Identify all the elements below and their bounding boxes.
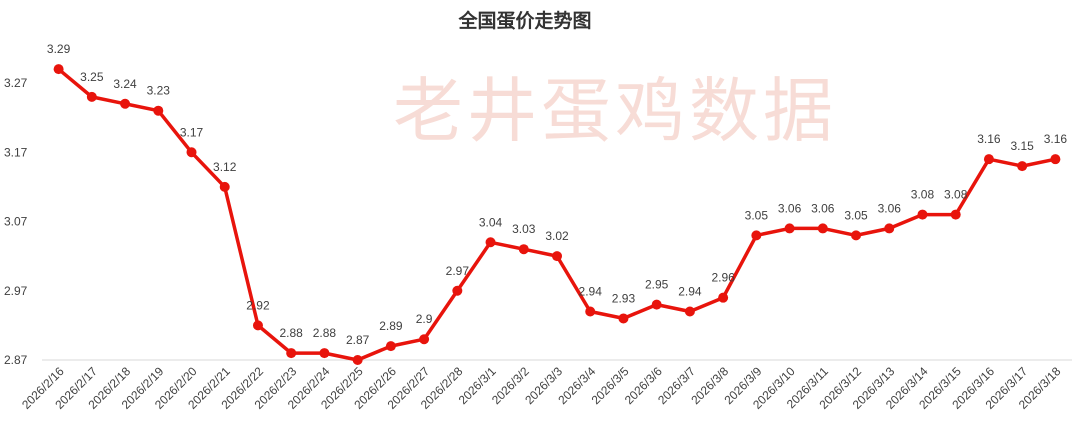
value-label: 2.97 [446,264,470,278]
value-label: 2.88 [313,326,337,340]
value-label: 3.06 [778,201,802,215]
value-label: 3.25 [80,70,104,84]
point [286,348,297,359]
point [585,306,596,317]
point [53,64,64,75]
value-label: 2.88 [280,326,304,340]
point [851,230,862,241]
value-label: 3.17 [180,125,204,139]
point [86,91,97,102]
point [352,355,363,365]
point [651,299,662,310]
point [684,306,695,317]
value-label: 3.16 [977,132,1001,146]
value-label: 3.16 [1044,132,1068,146]
point [917,209,928,220]
point [319,348,330,359]
value-label: 3.23 [147,84,171,98]
value-label: 2.95 [645,278,669,292]
point [186,147,197,158]
point [817,223,828,234]
point [1017,161,1028,172]
value-label: 3.24 [113,77,137,91]
point [153,105,164,116]
point [950,209,961,220]
point [485,237,496,248]
point [784,223,795,234]
point [552,251,562,262]
value-label: 3.12 [213,160,237,174]
point [120,98,131,109]
point [452,285,463,296]
point [618,313,629,324]
value-label: 2.94 [579,285,603,299]
value-label: 3.05 [844,208,868,222]
value-label: 3.03 [512,222,536,236]
value-label: 2.92 [246,298,270,312]
value-label: 2.93 [612,291,636,305]
value-label: 3.05 [745,208,769,222]
value-label: 3.06 [811,201,835,215]
chart-title: 全国蛋价走势图 [457,9,591,32]
point [385,341,396,352]
value-label: 3.08 [944,188,968,202]
point [751,230,762,241]
point [252,320,263,331]
point [1050,154,1061,165]
value-label: 2.96 [711,271,735,285]
value-label: 3.04 [479,215,503,229]
value-label: 3.08 [911,188,935,202]
y-tick-label: 3.07 [4,215,28,229]
y-tick-label: 3.27 [4,76,28,90]
value-label: 3.02 [545,229,569,243]
y-tick-label: 2.87 [4,353,28,367]
value-label: 3.15 [1010,139,1034,153]
point [983,154,994,165]
point [219,181,230,192]
point [884,223,895,234]
value-label: 2.87 [346,333,370,347]
point [518,244,529,255]
y-tick-label: 3.17 [4,145,28,159]
value-label: 2.94 [678,285,702,299]
point [718,292,729,303]
value-label: 2.89 [379,319,403,333]
value-label: 3.06 [878,201,902,215]
y-tick-label: 2.97 [4,284,28,298]
value-label: 3.29 [47,42,71,56]
watermark: 老井蛋鸡数据 [393,70,837,152]
value-label: 2.9 [416,312,433,326]
point [419,334,430,345]
